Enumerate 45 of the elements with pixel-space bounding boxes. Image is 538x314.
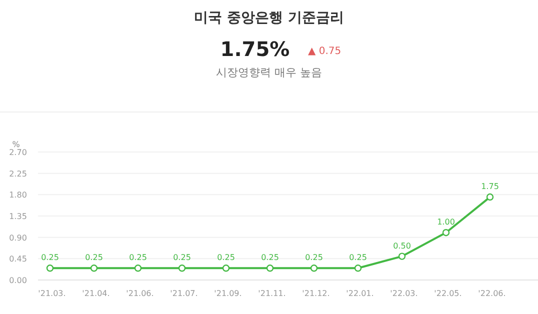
- data-label: 0.50: [393, 241, 411, 250]
- point: [310, 264, 318, 272]
- data-label: 0.25: [305, 253, 323, 262]
- point: [266, 264, 274, 272]
- data-label: 1.00: [437, 218, 455, 227]
- x-tick-label: '22.01.: [346, 289, 374, 298]
- data-label: 0.25: [85, 253, 103, 262]
- point: [486, 193, 494, 201]
- point: [46, 264, 54, 272]
- chart-subtitle: 1.75%: [220, 37, 290, 61]
- data-label: 1.75: [481, 182, 499, 192]
- point: [90, 264, 98, 272]
- point: [398, 252, 406, 260]
- x-tick-label: '21.03.: [38, 289, 66, 298]
- point: [222, 264, 230, 272]
- x-tick-label: '21.09.: [214, 289, 242, 298]
- text: ▲ 0.75: [308, 46, 342, 57]
- y-tick-label: 2.70: [9, 148, 27, 157]
- data-label: 0.25: [217, 253, 235, 262]
- point: [442, 228, 450, 236]
- y-tick-label: 2.25: [9, 169, 27, 178]
- data-label: 0.25: [41, 253, 59, 262]
- x-tick-label: '21.07.: [170, 289, 198, 298]
- x-tick-label: '21.12.: [302, 289, 330, 298]
- y-tick-label: 0.45: [9, 254, 27, 264]
- point: [354, 264, 362, 272]
- x-tick-label: '22.03.: [390, 289, 418, 298]
- x-tick-label: '21.06.: [126, 289, 154, 298]
- point: [134, 264, 142, 272]
- y-tick-label: 0.00: [9, 276, 27, 285]
- y-tick-label: 1.35: [9, 212, 27, 221]
- chart-title: 미국 중앙은행 기준금리: [194, 10, 344, 26]
- data-label: 0.25: [261, 253, 279, 262]
- y-tick-label: 0.90: [9, 233, 27, 242]
- point: [178, 264, 186, 272]
- y-tick-label: 1.80: [9, 190, 27, 200]
- x-tick-label: '21.04.: [82, 289, 110, 298]
- x-tick-label: '21.11.: [258, 289, 286, 298]
- data-label: 0.25: [349, 253, 367, 262]
- text: 시장영향력 매우 높음: [216, 66, 322, 79]
- data-label: 0.25: [173, 253, 191, 262]
- y-axis-title: %: [12, 140, 20, 149]
- x-tick-label: '22.05.: [434, 289, 462, 298]
- data-label: 0.25: [129, 253, 147, 262]
- x-tick-label: '22.06.: [478, 289, 506, 298]
